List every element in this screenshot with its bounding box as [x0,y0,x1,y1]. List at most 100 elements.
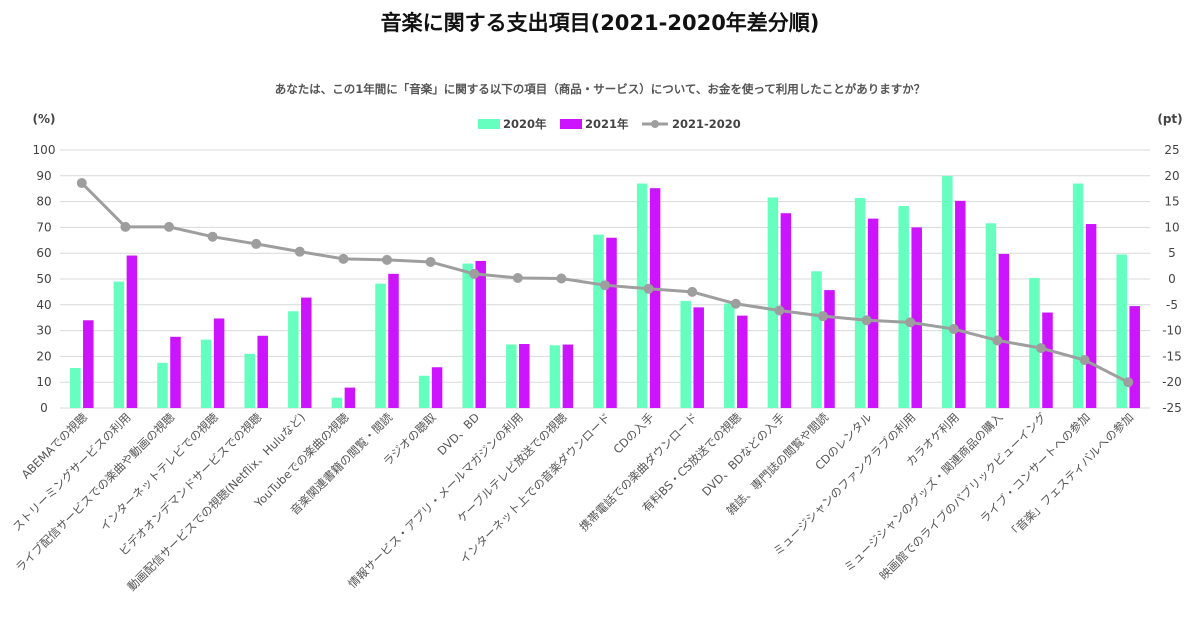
bar-2021 [606,237,617,408]
diff-point [556,273,567,284]
y2-tick-label: 0 [1168,272,1176,286]
y2-axis-ticks: -25 -20 -15 -10 -5 0 5 10 15 20 25 [1162,143,1182,415]
bar-2021 [344,387,356,408]
bars [70,175,1140,408]
diff-point [774,305,785,316]
y-axis-ticks: 0 10 20 30 40 50 60 70 80 90 100 [33,143,56,415]
diff-point [730,298,741,309]
bar-2021 [867,218,879,408]
diff-point [1079,355,1090,366]
diff-point [818,311,828,322]
category-labels: ABEMAでの視聴ストリーミングサービスの利用ライブ配信サービスでの楽曲や動画の… [10,410,1137,594]
y2-tick-label: -10 [1162,324,1182,338]
diff-point [469,268,480,279]
legend-swatch-2020 [478,119,500,129]
bar-2021 [1042,312,1053,408]
y2-tick-label: -20 [1162,375,1182,389]
diff-point [76,178,87,189]
y2-tick-label: 25 [1164,143,1179,157]
bar-2021 [649,188,661,408]
bar-2020 [1072,183,1084,408]
bar-2021 [388,273,399,408]
diff-point [251,238,262,249]
y2-tick-label: -5 [1166,298,1178,312]
bar-2021 [737,315,748,408]
bar-2021 [562,344,574,408]
y-tick-label: 10 [36,375,51,389]
bar-2021 [911,227,922,408]
y-tick-label: 100 [33,143,56,157]
legend-label-2021: 2021年 [585,117,629,131]
diff-point [294,246,305,257]
diff-point [992,335,1003,346]
bar-2020 [244,353,255,408]
bar-2020 [767,197,779,408]
diff-point [120,221,131,232]
bar-2020 [549,345,561,408]
bar-2020 [462,263,473,408]
bar-2021 [83,320,94,408]
bar-2021 [955,200,966,408]
bar-2020 [113,281,125,408]
diff-point [512,272,523,283]
y-axis-unit: (%) [33,112,56,126]
bar-2020 [1116,254,1127,408]
bar-2020 [200,339,212,408]
bar-2020 [593,234,604,408]
legend-marker-diff [651,120,659,128]
bar-2020 [680,300,691,408]
bar-2021 [170,336,181,408]
diff-point [948,324,959,335]
bar-2020 [854,197,866,408]
diff-point [338,253,349,264]
bar-2020 [898,205,909,408]
diff-point [425,256,436,267]
bar-2021 [257,335,268,408]
chart-title: 音楽に関する支出項目(2021-2020年差分順) [381,11,820,35]
y-tick-label: 50 [36,272,51,286]
category-label: ミュージシャンのグッズ・関連商品の購入 [841,410,1006,575]
bar-2020 [418,375,430,408]
y-tick-label: 90 [36,169,51,183]
legend-label-diff: 2021-2020 [672,117,741,131]
y-tick-label: 0 [40,401,48,415]
diff-point [382,254,392,265]
bar-2020 [288,311,299,408]
diff-point [1036,343,1046,354]
y2-tick-label: 10 [1164,220,1179,234]
y-tick-label: 40 [36,298,51,312]
bar-2020 [985,223,997,408]
y2-tick-label: -15 [1162,349,1182,363]
y-tick-label: 30 [36,324,51,338]
y2-tick-label: -25 [1162,401,1182,415]
y2-axis-unit: (pt) [1157,112,1182,126]
diff-point [164,221,174,232]
y-tick-label: 80 [36,195,51,209]
diff-point [643,283,654,294]
diff-point [207,231,218,242]
bar-2020 [70,368,81,408]
diff-line [76,178,1134,388]
bar-2021 [1129,306,1140,408]
y-tick-label: 20 [36,349,51,363]
bar-2021 [301,297,312,408]
bar-2020 [157,362,168,408]
bar-2020 [942,175,953,408]
bar-2020 [636,183,648,408]
bar-2020 [331,397,343,408]
legend-label-2020: 2020年 [503,117,547,131]
diff-point [905,317,916,328]
bar-2020 [506,344,517,408]
diff-point [861,315,872,326]
category-label: ライブ配信サービスでの楽曲や動画の視聴 [13,410,178,575]
diff-point [687,286,698,297]
bar-2021 [519,344,530,408]
legend: 2020年 2021年 2021-2020 [478,117,741,131]
y-tick-label: 70 [36,220,51,234]
diff-point [1123,377,1134,388]
y2-tick-label: 15 [1164,195,1179,209]
bar-2021 [431,367,443,408]
gridlines [60,149,1150,409]
bar-2020 [1029,277,1040,408]
